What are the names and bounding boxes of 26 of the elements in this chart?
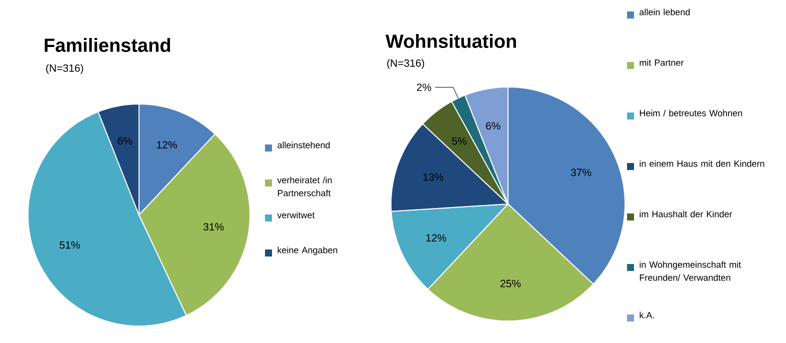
data-label: 5% [452, 137, 466, 145]
legend-label: alleinstehend [278, 142, 330, 148]
chart-title: Familienstand [44, 38, 170, 52]
legend-label: in Wohngemeinschaft mit Freunden/ Verwandten [640, 261, 742, 281]
text: (N=316) [387, 59, 424, 69]
legend-label: im Haushalt der Kinder [640, 210, 732, 218]
data-label: 37% [570, 168, 592, 176]
legend-label: in einem Haus mit den Kindern [640, 160, 764, 167]
data-label: 12% [426, 234, 446, 242]
legend-label: k.A. [640, 312, 654, 318]
legend-label: allein lebend [640, 8, 690, 16]
data-label: 13% [423, 173, 444, 181]
data-label: 6% [486, 122, 500, 130]
legend-label: Heim / betreutes Wohnen [640, 110, 742, 116]
legend-label: verwitwet [277, 212, 315, 218]
chart-subtitle: (N=316) [46, 64, 84, 74]
data-label: 51% [60, 241, 80, 249]
data-label: 31% [203, 223, 224, 231]
legend-label: mit Partner [640, 59, 684, 66]
data-label: 2% [416, 84, 432, 91]
data-label: 6% [118, 137, 132, 145]
legend-label: verheiratet /in Partnerschaft [277, 176, 332, 196]
text: Wohnsituation [386, 34, 516, 48]
legend-label: keine Angaben [278, 246, 338, 256]
data-label: 12% [157, 141, 177, 149]
data-label: 25% [500, 280, 521, 288]
